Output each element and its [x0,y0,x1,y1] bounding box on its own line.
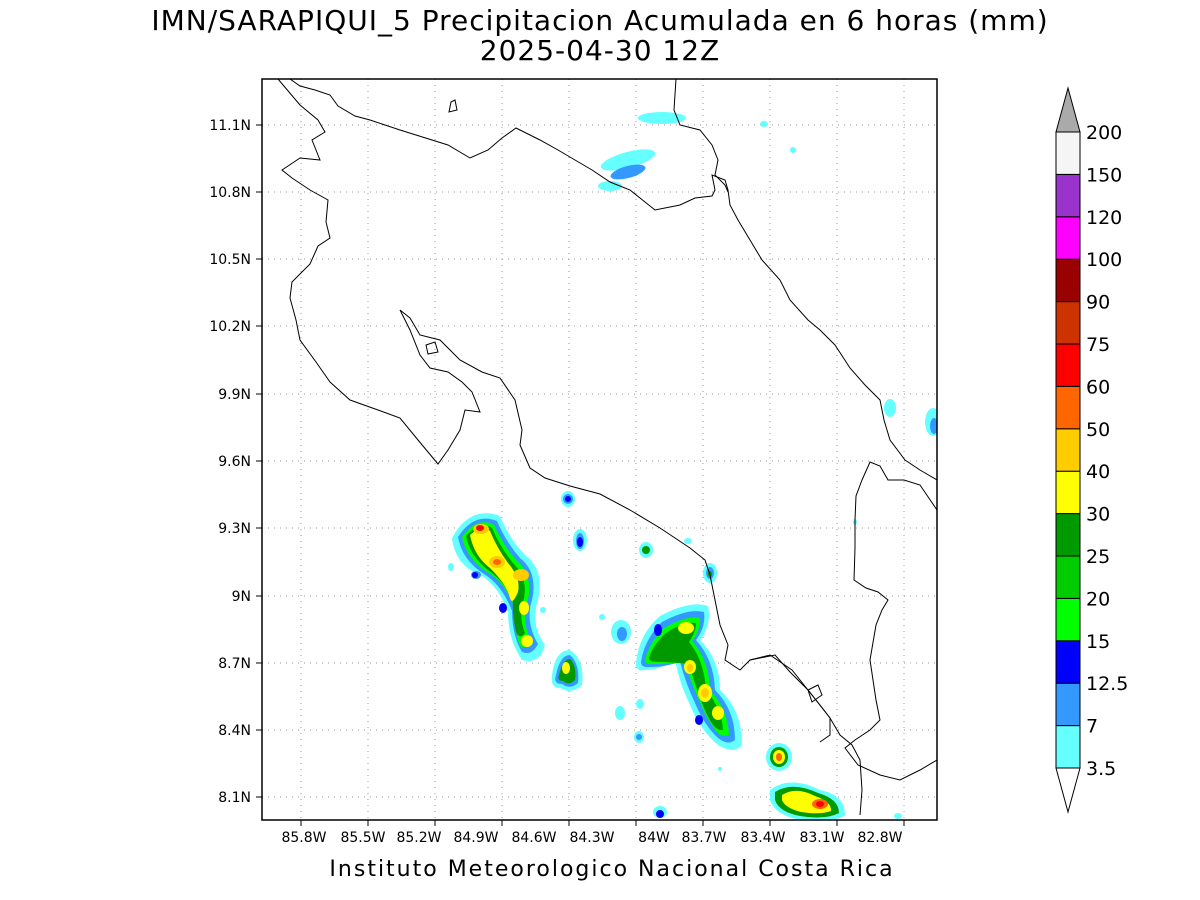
colorbar-swatch [1055,385,1081,430]
lat-tick-label: 9.3N [218,521,251,537]
colorbar-label: 25 [1086,546,1110,568]
map-panel [261,78,938,821]
lon-tick-label: 83.4W [740,830,785,846]
colorbar-swatch [1055,301,1081,345]
colorbar-label: 30 [1086,504,1110,526]
coastlines-and-borders [277,79,937,816]
lon-tick-label: 85.8W [281,830,326,846]
colorbar-swatch [1055,343,1081,387]
colorbar-swatch [1055,216,1081,260]
colorbar-label: 120 [1086,207,1122,229]
map-frame [261,78,938,821]
colorbar: 3.5 7 12.5 15 20 25 30 40 50 60 75 90 100 120 150 200 [1055,86,1128,814]
lat-tick-label: 10.8N [209,185,251,201]
lon-tick-label: 84W [638,830,670,846]
lon-tick-label: 83.7W [681,830,726,846]
lon-tick-label: 84.6W [511,830,556,846]
colorbar-swatch [1055,258,1081,303]
credit-text: Instituto Meteorologico Nacional Costa R… [329,857,894,882]
colorbar-label: 100 [1086,249,1122,271]
colorbar-label: 200 [1086,122,1122,144]
lat-tick-label: 9.9N [218,387,251,403]
precipitation-field [448,112,937,820]
lat-tick-label: 11.1N [209,118,251,134]
colorbar-label: 90 [1086,292,1110,314]
colorbar-label: 20 [1086,588,1110,610]
colorbar-label: 3.5 [1086,758,1116,780]
lon-tick-label: 85.2W [396,830,441,846]
colorbar-label: 7 [1086,716,1098,738]
colorbar-label: 12.5 [1086,673,1128,695]
colorbar-over-triangle [1055,86,1081,133]
map-title: IMN/SARAPIQUI_5 Precipitacion Acumulada … [151,4,1048,37]
colorbar-swatch [1055,640,1081,684]
lat-tick-label: 8.7N [218,656,251,672]
colorbar-swatch [1055,725,1081,769]
lon-tick-label: 85.5W [340,830,385,846]
colorbar-swatch [1055,131,1081,175]
colorbar-label: 60 [1086,376,1110,398]
lat-tick-label: 9.6N [218,454,251,470]
map-background [262,79,937,820]
lon-tick-label: 84.9W [453,830,498,846]
colorbar-label: 75 [1086,334,1110,356]
lon-tick-label: 82.8W [857,830,902,846]
lon-tick-label: 83.1W [799,830,844,846]
lat-tick-label: 10.5N [209,252,251,268]
latitude-axis: 11.1N 10.8N 10.5N 10.2N 9.9N 9.6N 9.3N 9… [209,118,262,806]
lat-tick-label: 8.4N [218,723,251,739]
longitude-axis: 85.8W 85.5W 85.2W 84.9W 84.6W 84.3W 84W … [281,820,905,846]
colorbar-under-triangle [1055,767,1081,814]
colorbar-swatch [1055,513,1081,557]
colorbar-label: 15 [1086,631,1110,653]
lat-tick-label: 10.2N [209,319,251,335]
colorbar-swatch [1055,428,1081,472]
colorbar-label: 150 [1086,164,1122,186]
colorbar-label: 50 [1086,419,1110,441]
lat-tick-label: 9N [232,589,251,605]
lat-tick-label: 8.1N [218,790,251,806]
colorbar-swatch [1055,682,1081,727]
colorbar-swatch [1055,555,1081,599]
colorbar-swatch [1055,173,1081,218]
map-subtitle-date: 2025-04-30 12Z [480,34,720,67]
colorbar-label: 40 [1086,461,1110,483]
colorbar-swatch [1055,597,1081,642]
lon-tick-label: 84.3W [569,830,614,846]
colorbar-swatch [1055,470,1081,515]
